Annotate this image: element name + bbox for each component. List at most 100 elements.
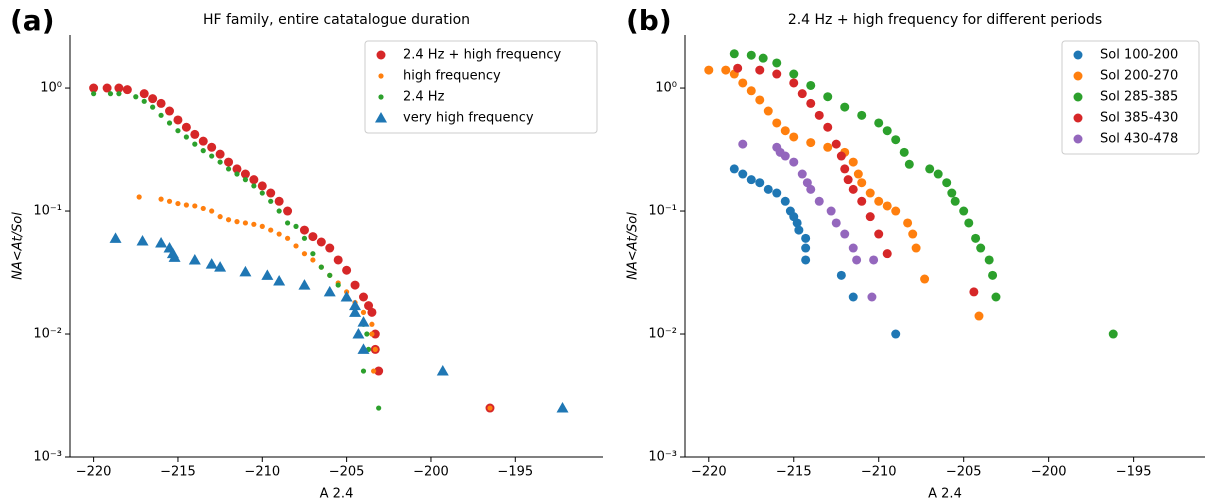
- marker-point: [318, 264, 324, 270]
- marker-point: [133, 94, 139, 100]
- marker-point: [801, 233, 811, 243]
- marker-point: [276, 208, 282, 214]
- marker-point: [865, 212, 875, 222]
- chart-title: HF family, entire catatalogue duration: [203, 12, 470, 28]
- marker-point: [729, 164, 739, 174]
- marker-point: [947, 188, 957, 198]
- marker-triangle: [352, 328, 365, 339]
- marker-point: [806, 98, 816, 108]
- marker-point: [369, 331, 375, 337]
- marker-triangle: [155, 236, 168, 248]
- marker-point: [763, 184, 773, 194]
- legend-label: 2.4 Hz + high frequency: [403, 48, 562, 63]
- marker-point: [780, 196, 790, 206]
- marker-point: [225, 166, 232, 172]
- marker-point: [823, 92, 833, 102]
- marker-point: [156, 98, 166, 108]
- marker-point: [746, 86, 756, 96]
- marker-point: [891, 329, 901, 339]
- marker-point: [217, 159, 223, 165]
- marker-point: [991, 292, 1001, 302]
- marker-triangle: [323, 285, 336, 297]
- marker-point: [234, 219, 240, 225]
- marker-triangle: [375, 112, 387, 123]
- marker-point: [198, 136, 208, 146]
- y-tick-label: 10⁻³: [648, 450, 677, 465]
- marker-point: [249, 175, 259, 185]
- marker-point: [139, 89, 149, 99]
- marker-point: [207, 142, 217, 152]
- x-tick-label: −195: [497, 465, 533, 480]
- legend-box: [1061, 40, 1200, 155]
- marker-point: [789, 157, 799, 167]
- marker-point: [848, 157, 858, 167]
- marker-point: [857, 110, 867, 120]
- marker-point: [299, 225, 309, 235]
- marker-point: [225, 217, 232, 223]
- marker-point: [882, 249, 892, 259]
- marker-triangle: [340, 290, 353, 302]
- x-axis-label: A 2.4: [320, 487, 354, 502]
- marker-point: [274, 196, 284, 206]
- marker-point: [209, 208, 215, 214]
- legend-label: Sol 385-430: [1100, 111, 1178, 126]
- marker-point: [814, 110, 824, 120]
- x-tick-label: −205: [329, 465, 365, 480]
- marker-point: [364, 301, 374, 311]
- marker-point: [200, 148, 206, 154]
- marker-point: [911, 243, 921, 253]
- marker-point: [857, 178, 867, 188]
- marker-point: [276, 231, 282, 237]
- marker-point: [792, 218, 802, 228]
- marker-point: [364, 331, 370, 337]
- y-axis-label: NA<At/Sol: [626, 212, 641, 280]
- marker-point: [772, 69, 782, 79]
- marker-point: [200, 205, 206, 212]
- marker-point: [175, 200, 181, 207]
- marker-point: [293, 223, 299, 229]
- marker-point: [114, 83, 124, 93]
- marker-triangle: [298, 279, 311, 290]
- marker-point: [959, 206, 969, 216]
- legend-label: Sol 200-270: [1100, 69, 1178, 84]
- marker-point: [891, 206, 901, 216]
- marker-point: [284, 220, 291, 226]
- marker-triangle: [436, 365, 449, 376]
- chart-title: 2.4 Hz + high frequency for different pe…: [788, 12, 1102, 28]
- legend-label: very high frequency: [403, 111, 534, 126]
- marker-point: [780, 151, 790, 161]
- marker-point: [738, 78, 748, 88]
- marker-point: [789, 69, 799, 79]
- marker-point: [806, 138, 816, 148]
- marker-point: [268, 198, 274, 204]
- marker-point: [801, 255, 811, 265]
- y-tick-label: 10⁻²: [648, 327, 677, 342]
- y-tick-label: 10⁻³: [33, 450, 62, 465]
- marker-point: [166, 120, 173, 126]
- marker-point: [301, 251, 308, 257]
- marker-point: [772, 58, 782, 68]
- marker-point: [772, 118, 782, 128]
- marker-point: [733, 63, 743, 73]
- marker-point: [746, 50, 756, 60]
- marker-point: [183, 202, 189, 208]
- marker-point: [704, 65, 714, 75]
- marker-point: [251, 183, 257, 189]
- marker-point: [215, 149, 225, 159]
- y-tick-label: 10⁰: [655, 81, 677, 96]
- marker-point: [848, 292, 858, 302]
- marker-point: [1073, 92, 1083, 102]
- marker-point: [251, 221, 257, 227]
- marker-point: [183, 134, 189, 140]
- marker-triangle: [261, 269, 274, 280]
- marker-triangle: [556, 402, 569, 413]
- marker-point: [148, 94, 158, 104]
- marker-point: [789, 78, 799, 88]
- marker-point: [806, 184, 816, 194]
- marker-point: [852, 255, 862, 265]
- marker-point: [874, 196, 884, 206]
- marker-point: [301, 235, 308, 241]
- marker-point: [904, 159, 914, 169]
- marker-point: [308, 232, 318, 242]
